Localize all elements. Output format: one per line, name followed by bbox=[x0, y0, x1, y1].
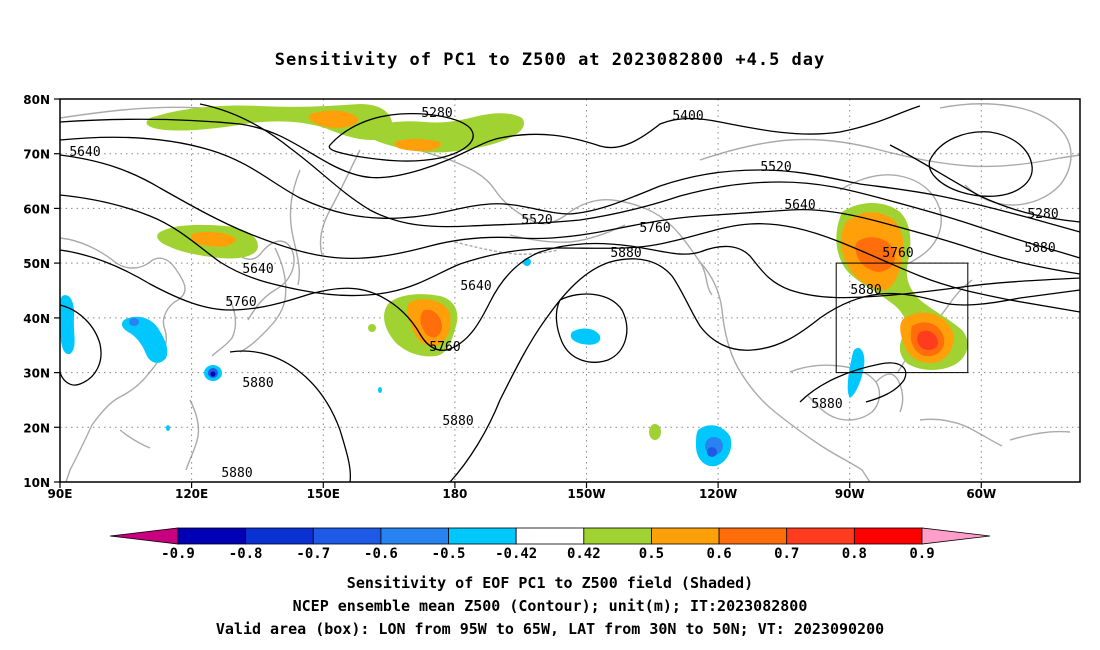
contour-label: 5280 bbox=[1027, 207, 1058, 222]
colorbar-label: 0.6 bbox=[706, 546, 731, 562]
lon-label: 120E bbox=[175, 487, 208, 501]
lon-label: 120W bbox=[699, 487, 737, 501]
colorbar: -0.9 -0.8 -0.7 -0.6 -0.5 -0.42 0.42 0.5 0.6 0.7 0.… bbox=[109, 527, 991, 562]
contour-label: 5880 bbox=[442, 414, 473, 429]
contour-label: 5880 bbox=[610, 246, 641, 261]
colorbar-label: -0.8 bbox=[229, 546, 263, 562]
colorbar-max-triangle bbox=[921, 527, 991, 545]
lon-label: 60W bbox=[966, 487, 996, 501]
colorbar-box bbox=[583, 527, 652, 545]
colorbar-box bbox=[448, 527, 517, 545]
lat-label: 40N bbox=[23, 312, 50, 326]
valid-area-box bbox=[835, 262, 969, 374]
z500-contours bbox=[59, 103, 1081, 483]
contour-label: 5880 bbox=[811, 397, 842, 412]
colorbar-box bbox=[651, 527, 720, 545]
contour-label: 5640 bbox=[784, 198, 815, 213]
lon-label: 90W bbox=[835, 487, 865, 501]
colorbar-box bbox=[853, 527, 923, 545]
lon-label: 90E bbox=[48, 487, 73, 501]
colorbar-box bbox=[786, 527, 855, 545]
contour-label: 5640 bbox=[69, 145, 100, 160]
colorbar-label: -0.42 bbox=[495, 546, 537, 562]
colorbar-min-triangle bbox=[109, 527, 179, 545]
colorbar-box bbox=[312, 527, 382, 545]
longitude-labels: 90E 120E 150E 180 150W 120W 90W 60W bbox=[48, 487, 997, 501]
colorbar-label: 0.5 bbox=[639, 546, 664, 562]
lat-label: 30N bbox=[23, 367, 50, 381]
map-title: Sensitivity of PC1 to Z500 at 2023082800… bbox=[274, 50, 826, 70]
contour-label: 5760 bbox=[639, 221, 670, 236]
caption-line-2: NCEP ensemble mean Z500 (Contour); unit(… bbox=[292, 597, 808, 615]
lat-label: 60N bbox=[23, 202, 50, 216]
contour-label: 5880 bbox=[850, 283, 881, 298]
negative-sensitivity-areas bbox=[60, 258, 865, 467]
colorbar-label: -0.5 bbox=[432, 546, 466, 562]
colorbar-label: 0.42 bbox=[567, 546, 601, 562]
lat-label: 10N bbox=[23, 476, 50, 490]
contour-label: 5760 bbox=[225, 295, 256, 310]
colorbar-box bbox=[245, 527, 314, 545]
colorbar-box bbox=[515, 527, 585, 545]
caption-line-3: Valid area (box): LON from 95W to 65W, L… bbox=[215, 620, 885, 638]
contour-label: 5880 bbox=[221, 466, 252, 481]
colorbar-box bbox=[177, 527, 247, 545]
colorbar-label: -0.9 bbox=[161, 546, 195, 562]
contour-label: 5520 bbox=[760, 160, 791, 175]
lon-label: 150E bbox=[307, 487, 340, 501]
lat-label: 20N bbox=[23, 421, 50, 435]
contour-label: 5280 bbox=[421, 106, 452, 121]
colorbar-box bbox=[718, 527, 788, 545]
contour-label: 5760 bbox=[429, 340, 460, 355]
lat-label: 50N bbox=[23, 257, 50, 271]
lat-label: 80N bbox=[23, 93, 50, 107]
contour-label: 5760 bbox=[882, 246, 913, 261]
contour-label: 5520 bbox=[521, 213, 552, 228]
lon-label: 180 bbox=[442, 487, 467, 501]
colorbar-label: -0.6 bbox=[364, 546, 398, 562]
colorbar-label: 0.8 bbox=[842, 546, 867, 562]
contour-label: 5640 bbox=[242, 262, 273, 277]
colorbar-label: 0.7 bbox=[774, 546, 799, 562]
gridlines bbox=[60, 99, 1080, 482]
lat-label: 70N bbox=[23, 148, 50, 162]
contour-label: 5400 bbox=[672, 109, 703, 124]
coastlines bbox=[59, 103, 1081, 483]
contour-label: 5880 bbox=[1024, 241, 1055, 256]
colorbar-box bbox=[380, 527, 449, 545]
caption-line-1: Sensitivity of EOF PC1 to Z500 field (Sh… bbox=[346, 574, 754, 592]
contour-label: 5640 bbox=[460, 279, 491, 294]
colorbar-label: 0.9 bbox=[909, 546, 934, 562]
latitude-labels: 80N 70N 60N 50N 40N 30N 20N 10N bbox=[23, 93, 50, 490]
colorbar-label: -0.7 bbox=[296, 546, 330, 562]
lon-label: 150W bbox=[567, 487, 605, 501]
contour-labels: 5280 5400 5640 5520 5520 5640 5280 5760 5760 5880… bbox=[69, 106, 1058, 481]
contour-label: 5880 bbox=[242, 376, 273, 391]
